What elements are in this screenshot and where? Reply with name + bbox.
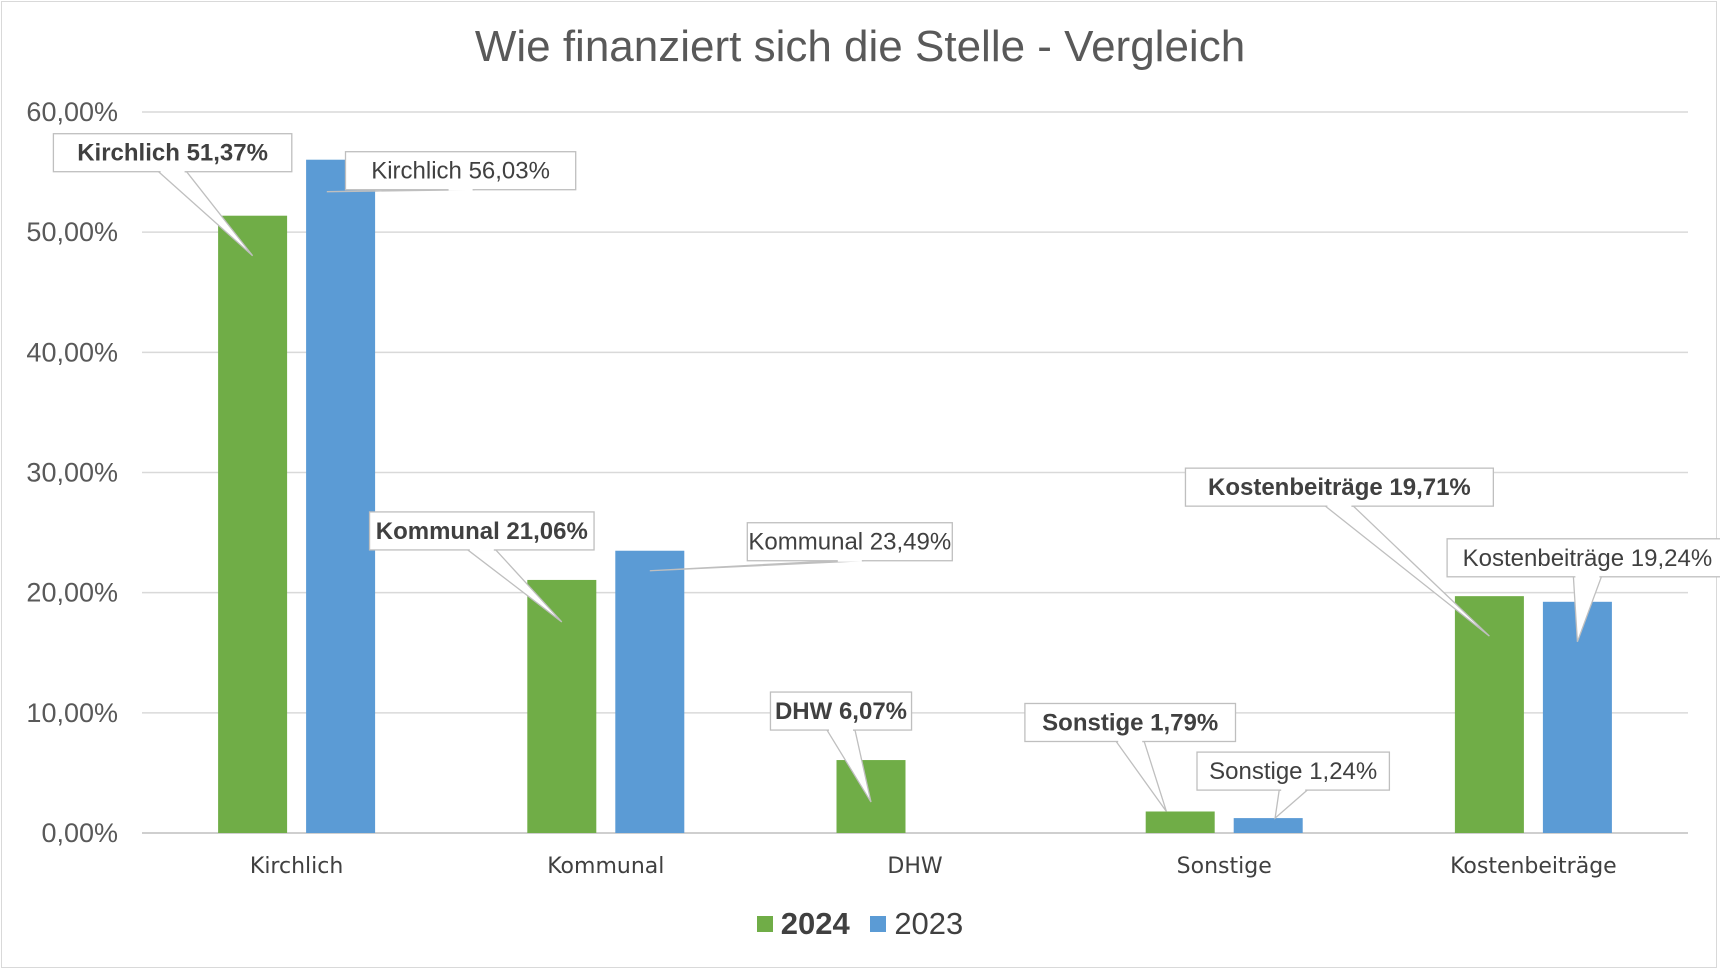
data-label-2024-Kostenbeiträge: Kostenbeiträge 19,71% (1184, 467, 1494, 637)
data-label-2023-Kostenbeiträge: Kostenbeiträge 19,24% (1446, 538, 1720, 643)
data-labels: Kirchlich 51,37% Kirchlich 56,03% Kommunal… (52, 133, 1720, 820)
bar-2023-Kommunal (615, 550, 685, 833)
legend-item-2023: 2023 (870, 906, 963, 942)
data-label-text: Kommunal 23,49% (748, 529, 951, 556)
callout-box (1446, 538, 1720, 578)
data-label-2024-Sonstige: Sonstige 1,79% (1024, 702, 1237, 812)
data-label-2024-DHW: DHW 6,07% (769, 691, 913, 803)
callout-box (769, 691, 913, 731)
y-tick-label: 10,00% (26, 698, 118, 728)
data-label-text: Kirchlich 56,03% (371, 158, 550, 185)
x-tick-label: Kostenbeiträge (1450, 854, 1617, 879)
callout-box (344, 151, 577, 191)
legend-swatch-2023 (870, 915, 887, 932)
bar-2023-Kirchlich (306, 159, 376, 833)
legend-item-2024: 2024 (756, 905, 850, 942)
bar-2024-Kirchlich (218, 215, 288, 833)
legend-label-2023: 2023 (894, 905, 964, 941)
data-label-text: Kirchlich 51,37% (77, 140, 268, 167)
data-label-2024-Kommunal: Kommunal 21,06% (368, 511, 595, 623)
callout-box (746, 522, 953, 562)
callout-pointer (1114, 740, 1168, 812)
x-tick-label: Sonstige (1177, 854, 1272, 879)
callout-box (368, 511, 595, 551)
callout-join (1118, 739, 1143, 743)
data-label-2024-Kirchlich: Kirchlich 51,37% (52, 133, 293, 257)
callout-join (837, 558, 862, 562)
y-axis-ticks: 0,00% 10,00% 20,00% 30,00% 40,00% 50,00% 60,00… (26, 97, 118, 848)
callout-join (469, 547, 494, 551)
bar-2024-DHW (836, 760, 906, 833)
y-tick-label: 20,00% (26, 578, 118, 608)
callout-box (52, 133, 293, 173)
bars (218, 159, 1612, 833)
callout-pointer (156, 171, 254, 257)
callout-join (829, 728, 853, 732)
callout-box (1196, 751, 1391, 791)
y-tick-label: 60,00% (26, 97, 118, 127)
callout-join (160, 169, 185, 173)
data-label-text: Kommunal 21,06% (376, 518, 588, 545)
legend: 2024 2023 (0, 904, 1720, 942)
data-label-2023-Kirchlich: Kirchlich 56,03% (326, 151, 577, 193)
bar-2023-Sonstige (1233, 818, 1303, 833)
data-label-2023-Sonstige: Sonstige 1,24% (1196, 751, 1391, 820)
data-label-text: Kostenbeiträge 19,71% (1208, 474, 1471, 501)
data-label-text: Kostenbeiträge 19,24% (1463, 545, 1713, 572)
x-tick-label: Kirchlich (250, 854, 343, 879)
x-tick-label: Kommunal (547, 854, 664, 879)
callout-join (448, 187, 473, 191)
x-axis-ticks: Kirchlich Kommunal DHW Sonstige Kostenbeiträ… (250, 854, 1617, 879)
y-tick-label: 30,00% (26, 458, 118, 488)
chart-title: Wie finanziert sich die Stelle - Verglei… (474, 22, 1246, 71)
callout-join (1327, 504, 1352, 508)
legend-label-2024: 2024 (780, 905, 850, 941)
data-label-text: Sonstige 1,24% (1209, 758, 1377, 785)
legend-swatch-2024 (756, 915, 773, 932)
y-tick-label: 40,00% (26, 337, 118, 367)
bar-2024-Kostenbeiträge (1454, 596, 1524, 833)
callout-pointer (1274, 789, 1309, 820)
bar-2024-Sonstige (1145, 811, 1215, 833)
y-tick-label: 50,00% (26, 217, 118, 247)
data-label-text: Sonstige 1,79% (1042, 709, 1218, 736)
callout-box (1184, 467, 1494, 507)
data-label-2023-Kommunal: Kommunal 23,49% (649, 522, 953, 572)
data-label-text: DHW 6,07% (775, 698, 907, 725)
callout-box (1024, 702, 1237, 743)
callout-join (1575, 574, 1600, 578)
y-tick-label: 0,00% (41, 818, 118, 848)
bar-2024-Kommunal (527, 579, 597, 833)
x-tick-label: DHW (887, 854, 942, 879)
callout-join (1281, 788, 1306, 792)
